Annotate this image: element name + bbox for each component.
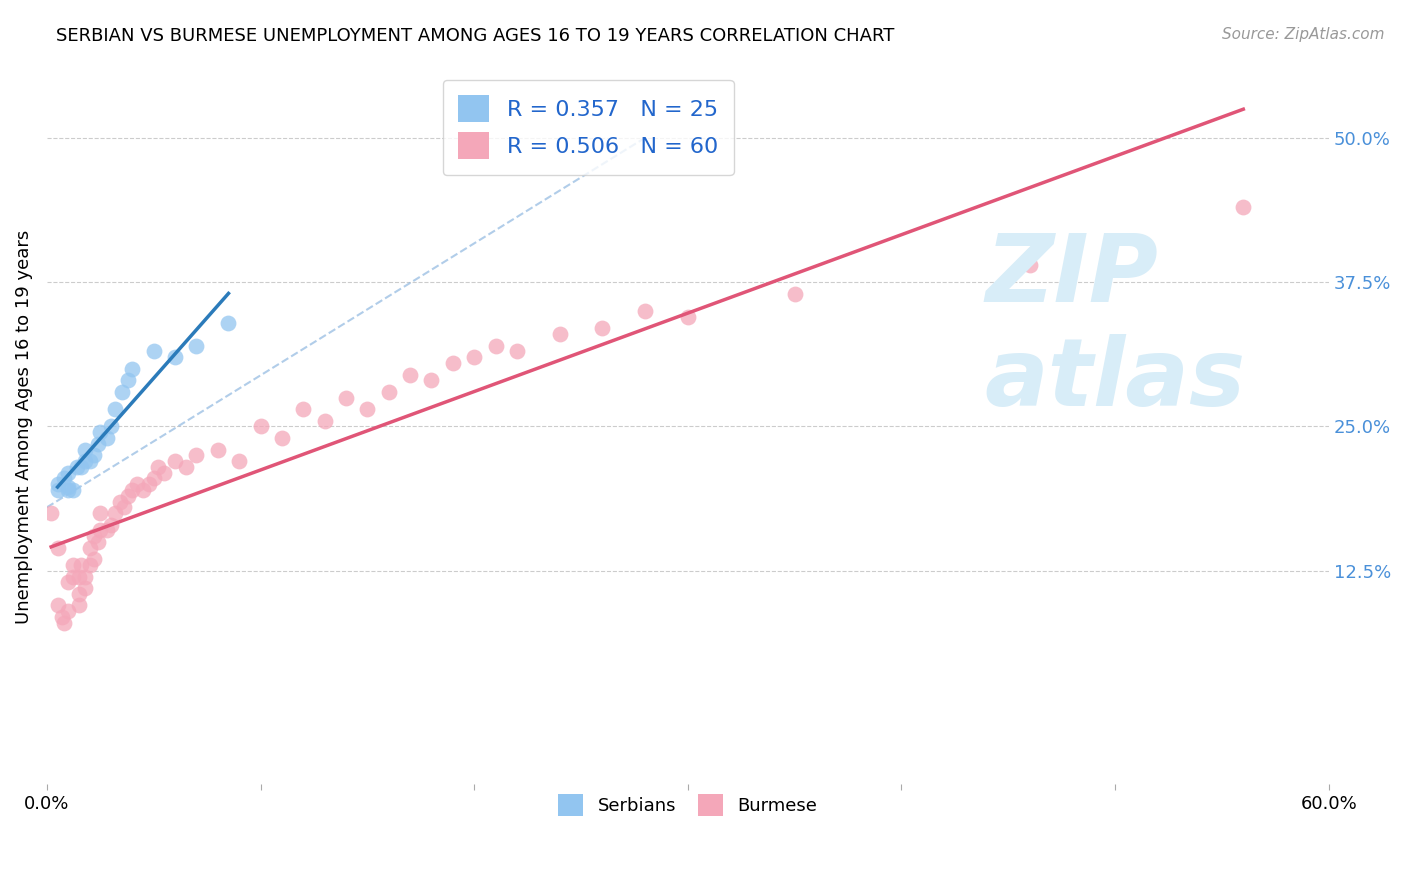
Point bbox=[100, 419, 122, 434]
Legend: Serbians, Burmese: Serbians, Burmese bbox=[550, 786, 827, 825]
Text: ZIP: ZIP bbox=[986, 230, 1159, 322]
Point bbox=[104, 402, 127, 417]
Point bbox=[58, 466, 80, 480]
Point bbox=[218, 316, 240, 330]
Point bbox=[96, 431, 118, 445]
Point bbox=[104, 506, 127, 520]
Point bbox=[125, 477, 148, 491]
Point bbox=[165, 350, 187, 364]
Point bbox=[676, 310, 699, 324]
Point bbox=[67, 599, 90, 613]
Point bbox=[79, 558, 101, 572]
Text: atlas: atlas bbox=[984, 334, 1246, 426]
Point bbox=[62, 483, 84, 497]
Point bbox=[314, 414, 336, 428]
Point bbox=[146, 459, 169, 474]
Point bbox=[46, 541, 69, 555]
Y-axis label: Unemployment Among Ages 16 to 19 years: Unemployment Among Ages 16 to 19 years bbox=[15, 229, 32, 624]
Point bbox=[1018, 258, 1040, 272]
Point bbox=[46, 477, 69, 491]
Point bbox=[46, 483, 69, 497]
Point bbox=[53, 471, 76, 485]
Point bbox=[89, 425, 111, 440]
Point bbox=[783, 286, 806, 301]
Point bbox=[89, 506, 111, 520]
Point bbox=[548, 327, 571, 342]
Point bbox=[53, 615, 76, 630]
Point bbox=[153, 466, 176, 480]
Point bbox=[1232, 200, 1254, 214]
Point bbox=[506, 344, 529, 359]
Point bbox=[75, 454, 97, 468]
Point bbox=[207, 442, 229, 457]
Point bbox=[46, 599, 69, 613]
Point bbox=[591, 321, 613, 335]
Point bbox=[62, 569, 84, 583]
Point bbox=[51, 610, 73, 624]
Point bbox=[132, 483, 155, 497]
Point bbox=[292, 402, 315, 417]
Point bbox=[39, 506, 62, 520]
Point bbox=[186, 448, 208, 462]
Point bbox=[62, 558, 84, 572]
Point bbox=[89, 524, 111, 538]
Point bbox=[70, 459, 93, 474]
Point bbox=[75, 581, 97, 595]
Point bbox=[58, 604, 80, 618]
Point bbox=[441, 356, 464, 370]
Point bbox=[67, 569, 90, 583]
Point bbox=[142, 344, 165, 359]
Text: Source: ZipAtlas.com: Source: ZipAtlas.com bbox=[1222, 27, 1385, 42]
Point bbox=[356, 402, 378, 417]
Point bbox=[75, 442, 97, 457]
Point bbox=[228, 454, 250, 468]
Point bbox=[70, 558, 93, 572]
Point bbox=[463, 350, 485, 364]
Point bbox=[112, 500, 135, 515]
Point bbox=[108, 494, 131, 508]
Point bbox=[66, 459, 89, 474]
Point bbox=[335, 391, 357, 405]
Point bbox=[100, 517, 122, 532]
Point bbox=[79, 454, 101, 468]
Point bbox=[111, 384, 134, 399]
Point bbox=[270, 431, 292, 445]
Text: SERBIAN VS BURMESE UNEMPLOYMENT AMONG AGES 16 TO 19 YEARS CORRELATION CHART: SERBIAN VS BURMESE UNEMPLOYMENT AMONG AG… bbox=[56, 27, 894, 45]
Point bbox=[117, 373, 139, 387]
Point bbox=[138, 477, 160, 491]
Point bbox=[484, 338, 506, 352]
Point bbox=[399, 368, 422, 382]
Point bbox=[79, 541, 101, 555]
Point bbox=[87, 437, 110, 451]
Point bbox=[121, 361, 143, 376]
Point bbox=[174, 459, 197, 474]
Point bbox=[186, 338, 208, 352]
Point bbox=[83, 552, 105, 566]
Point bbox=[142, 471, 165, 485]
Point bbox=[67, 587, 90, 601]
Point bbox=[165, 454, 187, 468]
Point bbox=[75, 569, 97, 583]
Point bbox=[249, 419, 271, 434]
Point bbox=[420, 373, 443, 387]
Point bbox=[634, 304, 657, 318]
Point bbox=[96, 524, 118, 538]
Point bbox=[83, 448, 105, 462]
Point bbox=[121, 483, 143, 497]
Point bbox=[83, 529, 105, 543]
Point bbox=[58, 575, 80, 590]
Point bbox=[377, 384, 399, 399]
Point bbox=[87, 535, 110, 549]
Point bbox=[117, 489, 139, 503]
Point bbox=[58, 483, 80, 497]
Point bbox=[58, 479, 80, 493]
